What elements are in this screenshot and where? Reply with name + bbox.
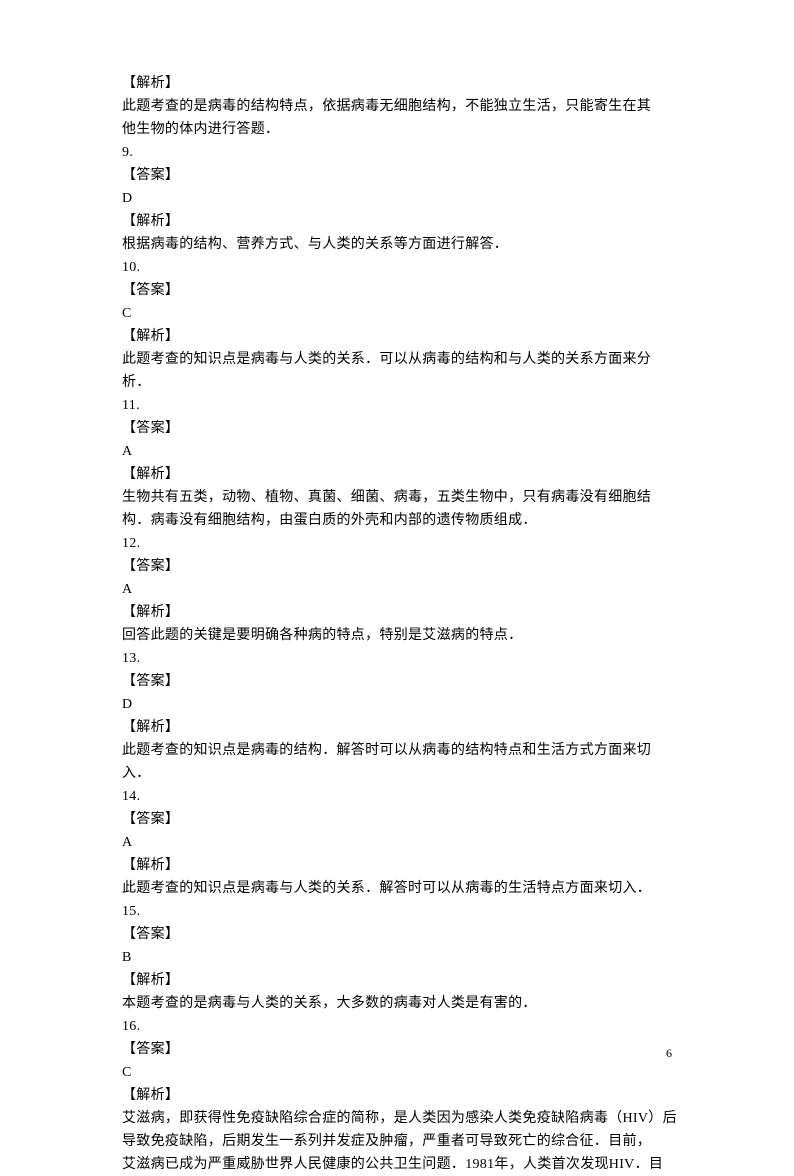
text-line: C	[122, 1061, 682, 1084]
text-line: 【答案】	[122, 555, 682, 578]
text-line: 他生物的体内进行答题．	[122, 118, 682, 141]
text-line: 【答案】	[122, 1038, 682, 1061]
text-line: 【解析】	[122, 601, 682, 624]
text-line: 此题考查的是病毒的结构特点，依据病毒无细胞结构，不能独立生活，只能寄生在其	[122, 95, 682, 118]
text-line: 【解析】	[122, 463, 682, 486]
text-line: 10.	[122, 256, 682, 279]
text-line: C	[122, 302, 682, 325]
text-line: 此题考查的知识点是病毒与人类的关系．解答时可以从病毒的生活特点方面来切入．	[122, 877, 682, 900]
text-line: 【解析】	[122, 969, 682, 992]
text-line: 11.	[122, 394, 682, 417]
text-line: 此题考查的知识点是病毒与人类的关系．可以从病毒的结构和与人类的关系方面来分	[122, 348, 682, 371]
text-line: 15.	[122, 900, 682, 923]
text-line: 【答案】	[122, 670, 682, 693]
text-line: 根据病毒的结构、营养方式、与人类的关系等方面进行解答．	[122, 233, 682, 256]
text-line: 14.	[122, 785, 682, 808]
text-line: 艾滋病，即获得性免疫缺陷综合症的简称，是人类因为感染人类免疫缺陷病毒（HIV）后	[122, 1107, 682, 1130]
text-line: A	[122, 440, 682, 463]
text-line: 【答案】	[122, 164, 682, 187]
text-line: 【解析】	[122, 1084, 682, 1107]
text-line: 13.	[122, 647, 682, 670]
text-line: 【解析】	[122, 72, 682, 95]
text-line: 【答案】	[122, 808, 682, 831]
text-line: 9.	[122, 141, 682, 164]
text-line: 析．	[122, 371, 682, 394]
text-line: D	[122, 187, 682, 210]
text-line: 艾滋病已成为严重威胁世界人民健康的公共卫生问题．1981年，人类首次发现HIV．…	[122, 1153, 682, 1176]
text-line: 【解析】	[122, 716, 682, 739]
text-line: 【解析】	[122, 325, 682, 348]
page-number: 6	[666, 1046, 672, 1061]
text-line: 生物共有五类，动物、植物、真菌、细菌、病毒，五类生物中，只有病毒没有细胞结	[122, 486, 682, 509]
text-line: B	[122, 946, 682, 969]
text-line: 【解析】	[122, 210, 682, 233]
text-line: 【解析】	[122, 854, 682, 877]
text-line: 构．病毒没有细胞结构，由蛋白质的外壳和内部的遗传物质组成．	[122, 509, 682, 532]
text-line: 12.	[122, 532, 682, 555]
text-line: 16.	[122, 1015, 682, 1038]
text-line: D	[122, 693, 682, 716]
text-line: A	[122, 578, 682, 601]
text-line: 导致免疫缺陷，后期发生一系列并发症及肿瘤，严重者可导致死亡的综合征．目前，	[122, 1130, 682, 1153]
text-line: 本题考查的是病毒与人类的关系，大多数的病毒对人类是有害的．	[122, 992, 682, 1015]
text-line: 【答案】	[122, 417, 682, 440]
document-content: 【解析】此题考查的是病毒的结构特点，依据病毒无细胞结构，不能独立生活，只能寄生在…	[122, 72, 682, 1176]
text-line: 【答案】	[122, 279, 682, 302]
text-line: A	[122, 831, 682, 854]
text-line: 【答案】	[122, 923, 682, 946]
text-line: 此题考查的知识点是病毒的结构．解答时可以从病毒的结构特点和生活方式方面来切	[122, 739, 682, 762]
text-line: 回答此题的关键是要明确各种病的特点，特别是艾滋病的特点．	[122, 624, 682, 647]
text-line: 入．	[122, 762, 682, 785]
